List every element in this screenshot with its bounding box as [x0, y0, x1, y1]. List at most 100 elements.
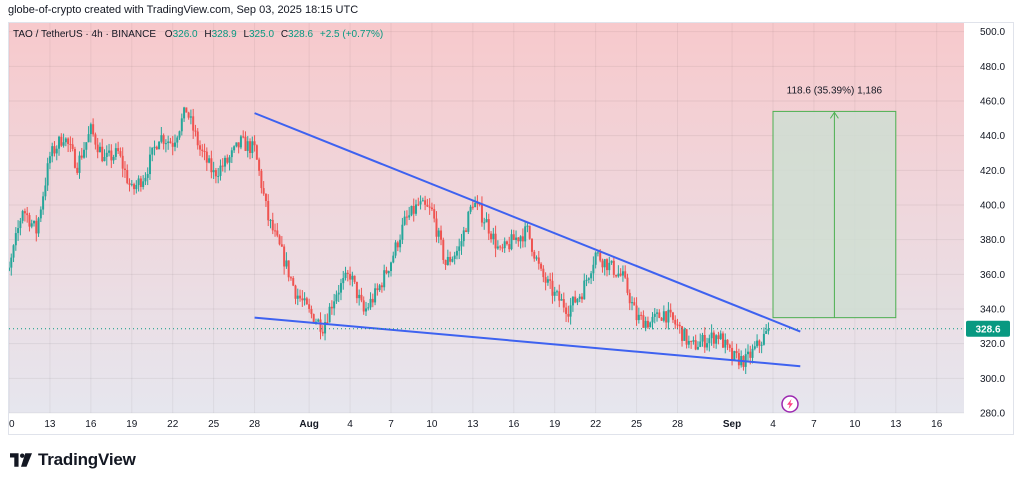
candle-body: [360, 294, 363, 301]
candle-body: [160, 135, 163, 142]
candle-body: [269, 219, 272, 221]
candle-body: [540, 263, 543, 269]
candle-body: [249, 141, 252, 154]
candle-body: [142, 181, 145, 187]
candle-body: [321, 331, 324, 334]
candle-body: [294, 285, 297, 299]
candle-body: [92, 124, 95, 135]
price-axis-background: [964, 23, 1013, 434]
candle-body: [137, 178, 140, 186]
candle-body: [756, 340, 759, 347]
tradingview-logo[interactable]: TradingView: [10, 450, 136, 470]
candle-body: [387, 271, 390, 274]
candle-body: [396, 242, 399, 248]
candle-body: [699, 341, 702, 347]
candle-body: [287, 260, 290, 278]
candle-body: [146, 174, 149, 178]
candle-body: [658, 312, 661, 318]
candle-body: [48, 156, 51, 164]
x-tick-label: 22: [590, 419, 602, 430]
candle-body: [503, 241, 506, 249]
candle-body: [239, 136, 242, 148]
candle-body: [469, 206, 472, 212]
trendlines[interactable]: [254, 112, 801, 368]
candle-body: [312, 314, 315, 323]
candle-body: [651, 316, 654, 323]
candle-body: [28, 215, 31, 227]
candle-body: [71, 144, 74, 149]
candle-body: [480, 204, 483, 223]
candle-body: [733, 351, 736, 360]
last-price-tag[interactable]: [966, 320, 1010, 337]
time-axis-background: [9, 413, 964, 434]
candle-body: [590, 273, 593, 279]
candle-body: [264, 193, 267, 201]
upper-trendline[interactable]: [254, 112, 801, 333]
candle-body: [353, 275, 356, 282]
candle-body: [433, 209, 436, 219]
y-tick-label: 440.0: [980, 131, 1005, 142]
candle-body: [685, 329, 688, 345]
candle-body: [260, 170, 263, 189]
candle-body: [560, 299, 563, 301]
x-tick-label: Sep: [723, 419, 741, 430]
candle-body: [123, 168, 126, 171]
candle-body: [162, 135, 165, 144]
y-tick-label: 420.0: [980, 166, 1005, 177]
candle-body: [690, 340, 693, 342]
candle-body: [369, 298, 372, 308]
candle-body: [440, 230, 443, 240]
y-tick-label: 300.0: [980, 374, 1005, 385]
lower-trendline[interactable]: [254, 316, 801, 368]
candle-body: [517, 237, 520, 242]
candle-body: [510, 234, 513, 250]
candle-body: [112, 156, 115, 161]
candle-body: [258, 159, 261, 171]
candle-body: [37, 218, 40, 234]
lightning-icon[interactable]: [781, 395, 799, 413]
candle-body: [305, 298, 308, 305]
candle-body: [403, 216, 406, 225]
target-projection[interactable]: 118.6 (35.39%) 1,186: [772, 85, 897, 319]
candle-body: [285, 260, 288, 267]
legend-close-label: C: [281, 29, 288, 40]
price-axis[interactable]: 280.0 300.0 320.0 340.0 360.0 380.0 400.0 420.0…: [9, 27, 1010, 420]
candle-body: [167, 141, 170, 144]
candle-body: [253, 141, 256, 146]
candle-body: [671, 312, 674, 320]
price-chart[interactable]: 118.6 (35.39%) 1,186 280.0 300.0 320.0 340.…: [9, 23, 1014, 435]
candle-body: [73, 148, 76, 168]
candle-body: [505, 241, 508, 245]
candle-body: [646, 320, 649, 328]
candle-body: [151, 147, 154, 155]
candle-body: [355, 281, 358, 299]
candle-body: [62, 142, 65, 146]
candle-body: [419, 201, 422, 205]
candle-body: [749, 351, 752, 358]
candle-body: [649, 322, 652, 328]
candle-body: [601, 260, 604, 268]
candle-body: [435, 218, 438, 237]
candle-body: [9, 267, 10, 271]
candle-body: [546, 279, 549, 283]
time-axis[interactable]: 10 13 16 19 22 25 28 Aug 4 7 10 13 16 19 22 25 28 Sep 4 7 10…: [9, 419, 943, 430]
candle-body: [164, 143, 167, 145]
x-tick-label: Aug: [299, 419, 318, 430]
candle-body: [228, 157, 231, 163]
svg-text:TAO / TetherUS · 4h · BINANCE: TAO / TetherUS · 4h · BINANCE O326.0 H32…: [13, 29, 383, 40]
candle-body: [135, 185, 138, 190]
candle-body: [180, 118, 183, 132]
candle-body: [308, 304, 311, 309]
candle-body: [399, 239, 402, 248]
target-label: 118.6 (35.39%) 1,186: [787, 85, 883, 96]
legend-low-value: 325.0: [249, 29, 274, 40]
candle-body: [737, 353, 740, 366]
candle-body: [76, 167, 79, 173]
candle-body: [242, 136, 245, 138]
candle-body: [656, 312, 659, 314]
chart-area[interactable]: 118.6 (35.39%) 1,186 280.0 300.0 320.0 340.…: [8, 22, 1014, 435]
candle-body: [117, 148, 120, 152]
candle-body: [760, 344, 763, 346]
candle-body: [114, 148, 117, 157]
candle-body: [490, 233, 493, 240]
